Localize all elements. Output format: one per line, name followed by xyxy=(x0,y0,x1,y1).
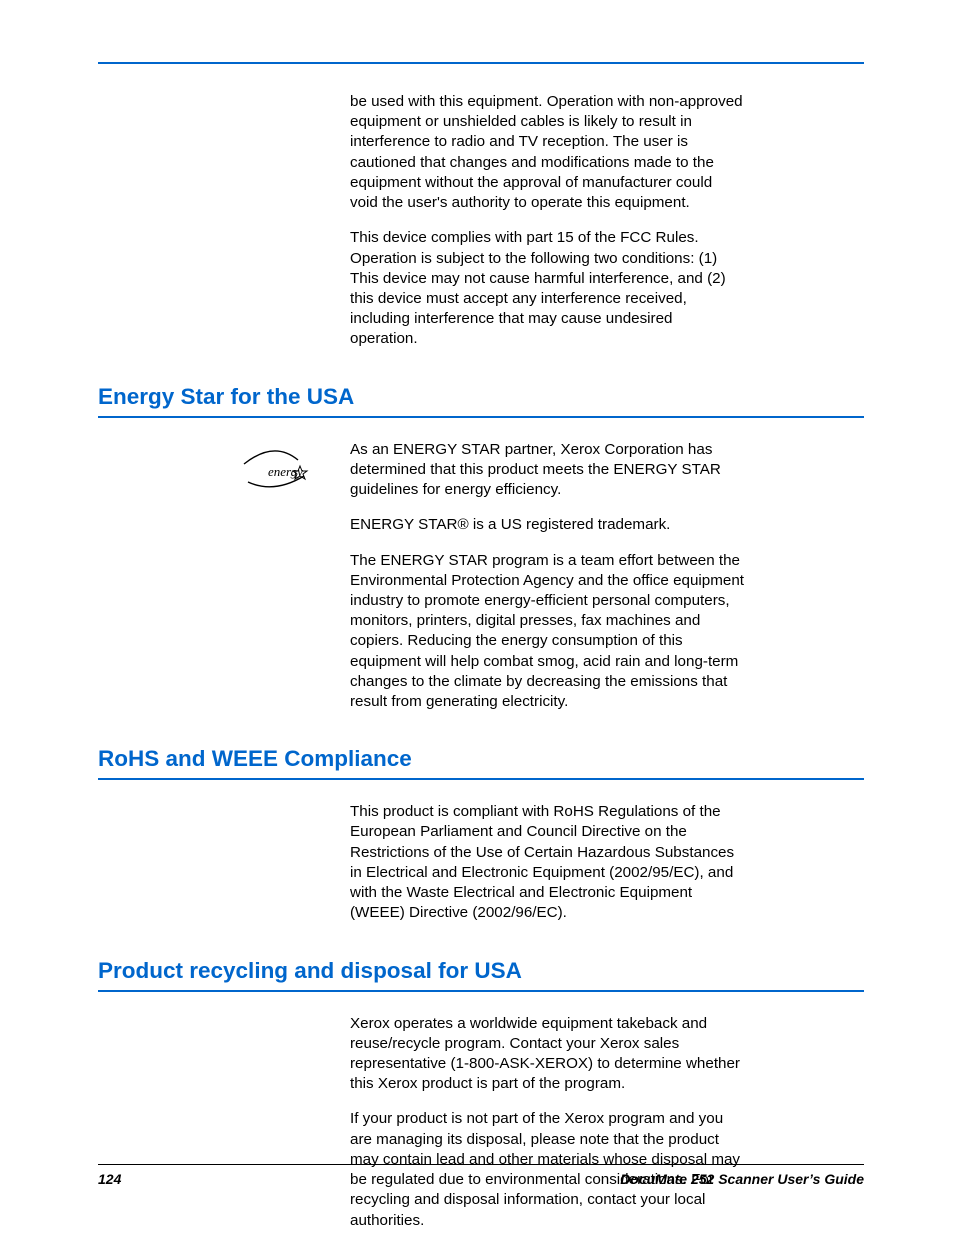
page-footer: 124 DocuMate 252 Scanner User’s Guide xyxy=(98,1164,864,1187)
heading-rohs: RoHS and WEEE Compliance xyxy=(98,746,864,772)
recycle-para-1: Xerox operates a worldwide equipment tak… xyxy=(350,1014,744,1095)
doc-title: DocuMate 252 Scanner User’s Guide xyxy=(620,1171,864,1187)
heading-rule-recycling xyxy=(98,990,864,992)
footer-rule xyxy=(98,1164,864,1165)
document-page: be used with this equipment. Operation w… xyxy=(0,0,954,1235)
intro-paragraph-1: be used with this equipment. Operation w… xyxy=(350,92,744,213)
energy-star-icon: energy xyxy=(238,446,310,494)
section-recycling: Xerox operates a worldwide equipment tak… xyxy=(98,1014,864,1231)
section-energy-star: energy As an ENERGY STAR partner, Xerox … xyxy=(98,440,864,713)
heading-rule-rohs xyxy=(98,778,864,780)
heading-recycling: Product recycling and disposal for USA xyxy=(98,958,864,984)
intro-paragraph-2: This device complies with part 15 of the… xyxy=(350,228,744,349)
energy-para-2: ENERGY STAR® is a US registered trademar… xyxy=(350,515,744,535)
page-number: 124 xyxy=(98,1171,121,1187)
top-rule xyxy=(98,62,864,64)
section-rohs: This product is compliant with RoHS Regu… xyxy=(98,802,864,923)
heading-energy-star: Energy Star for the USA xyxy=(98,384,864,410)
energy-para-1: As an ENERGY STAR partner, Xerox Corpora… xyxy=(350,440,744,501)
rohs-para-1: This product is compliant with RoHS Regu… xyxy=(350,802,744,923)
heading-rule-energy xyxy=(98,416,864,418)
energy-para-3: The ENERGY STAR program is a team effort… xyxy=(350,551,744,713)
